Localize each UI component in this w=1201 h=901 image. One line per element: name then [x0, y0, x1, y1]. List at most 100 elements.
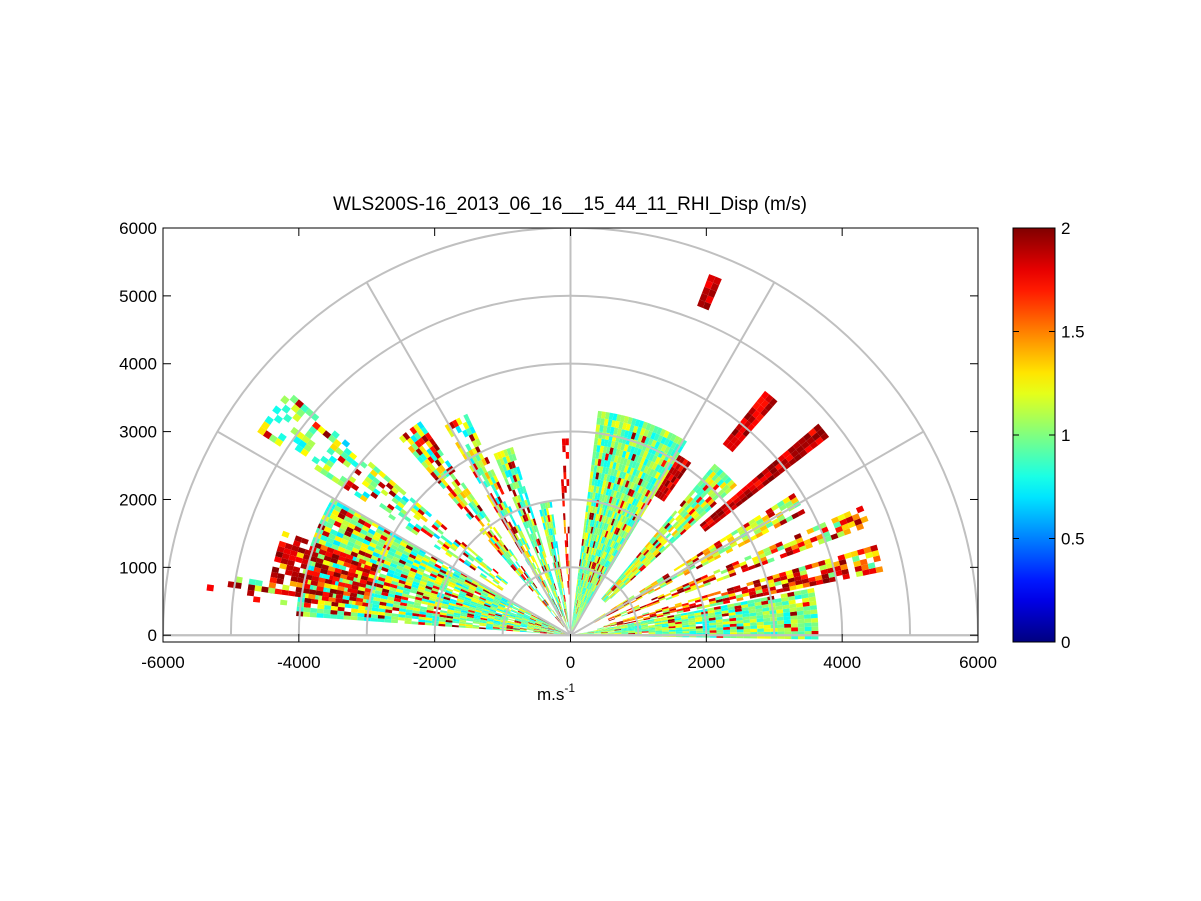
data-cell: [668, 536, 675, 543]
data-cell: [401, 495, 410, 503]
data-cell: [683, 608, 691, 613]
data-cell: [726, 587, 735, 592]
data-cell: [681, 602, 689, 607]
data-cell: [683, 570, 691, 576]
data-cell: [748, 590, 757, 596]
data-cell: [613, 625, 621, 628]
data-cell: [633, 606, 640, 610]
data-cell: [529, 584, 535, 591]
data-cell: [427, 602, 435, 607]
data-cell: [340, 569, 349, 576]
data-cell: [683, 586, 691, 592]
data-cell: [496, 609, 504, 614]
data-cell: [736, 620, 744, 624]
data-cell: [625, 459, 631, 467]
data-cell: [288, 590, 296, 597]
data-cell: [541, 580, 546, 588]
data-cell: [602, 595, 609, 601]
data-cell: [282, 584, 290, 591]
data-cell: [607, 419, 613, 427]
data-cell: [677, 589, 685, 594]
data-cell: [415, 448, 423, 456]
data-cell: [548, 625, 556, 629]
data-cell: [559, 588, 562, 596]
data-cell: [634, 419, 641, 427]
data-cell: [622, 458, 628, 466]
data-cell: [838, 559, 847, 566]
data-cell: [528, 620, 536, 624]
data-cell: [519, 630, 527, 633]
data-cell: [661, 539, 669, 546]
data-cell: [750, 521, 758, 529]
data-cell: [451, 594, 459, 599]
data-cell: [469, 604, 477, 609]
data-cell: [602, 466, 607, 474]
data-cell: [418, 583, 426, 588]
data-cell: [554, 590, 558, 597]
data-cell: [640, 606, 648, 610]
data-cell: [510, 610, 518, 614]
data-cell: [549, 624, 556, 628]
data-cell: [572, 619, 574, 627]
data-cell: [519, 538, 525, 546]
data-cell: [807, 592, 816, 598]
data-cell: [855, 505, 865, 514]
data-cell: [496, 585, 503, 591]
data-cell: [314, 562, 323, 569]
data-cell: [568, 580, 570, 588]
data-cell: [752, 579, 761, 585]
data-cell: [457, 578, 465, 584]
data-cell: [535, 589, 540, 596]
data-cell: [499, 602, 506, 607]
data-cell: [401, 596, 409, 601]
data-cell: [433, 521, 441, 529]
data-cell: [513, 604, 520, 609]
data-cell: [592, 548, 596, 555]
data-cell: [288, 554, 297, 562]
data-cell: [601, 632, 608, 634]
data-cell: [549, 549, 553, 557]
data-cell: [592, 555, 597, 563]
data-cell: [393, 571, 402, 577]
data-cell: [608, 412, 614, 420]
data-cell: [700, 500, 708, 508]
data-cell: [795, 583, 804, 590]
data-cell: [620, 493, 625, 501]
data-cell: [378, 605, 386, 610]
data-cell: [461, 498, 469, 506]
data-cell: [317, 604, 325, 610]
data-cell: [318, 549, 327, 556]
data-cell: [624, 502, 630, 510]
data-cell: [522, 514, 527, 522]
data-cell: [613, 497, 618, 505]
data-cell: [494, 595, 502, 600]
data-cell: [729, 620, 737, 625]
data-cell: [648, 624, 655, 628]
data-cell: [589, 478, 593, 486]
data-cell: [343, 515, 352, 523]
data-cell: [566, 567, 568, 575]
data-cell: [750, 628, 758, 633]
data-cell: [363, 595, 371, 600]
data-cell: [378, 470, 386, 479]
data-cell: [547, 571, 551, 578]
data-cell: [623, 601, 631, 607]
data-cell: [441, 605, 449, 610]
data-cell: [476, 585, 484, 591]
data-cell: [686, 506, 694, 514]
data-cell: [595, 486, 600, 494]
data-cell: [607, 615, 615, 620]
data-cell: [665, 596, 673, 601]
data-cell: [313, 566, 322, 573]
data-cell: [608, 539, 613, 547]
data-cell: [781, 582, 790, 589]
data-cell: [530, 540, 535, 548]
data-cell: [387, 569, 395, 575]
data-cell: [666, 463, 673, 471]
data-cell: [604, 467, 610, 475]
data-cell: [547, 630, 554, 633]
data-cell: [454, 478, 461, 487]
data-cell: [602, 446, 608, 454]
data-cell: [604, 596, 610, 603]
data-cell: [696, 551, 704, 558]
